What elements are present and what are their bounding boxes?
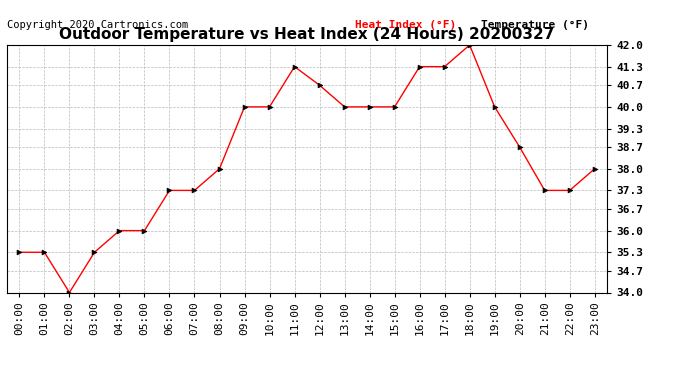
Text: Copyright 2020 Cartronics.com: Copyright 2020 Cartronics.com — [7, 20, 188, 30]
Text: Temperature (°F): Temperature (°F) — [481, 20, 589, 30]
Title: Outdoor Temperature vs Heat Index (24 Hours) 20200327: Outdoor Temperature vs Heat Index (24 Ho… — [59, 27, 555, 42]
Text: Heat Index (°F): Heat Index (°F) — [355, 20, 456, 30]
